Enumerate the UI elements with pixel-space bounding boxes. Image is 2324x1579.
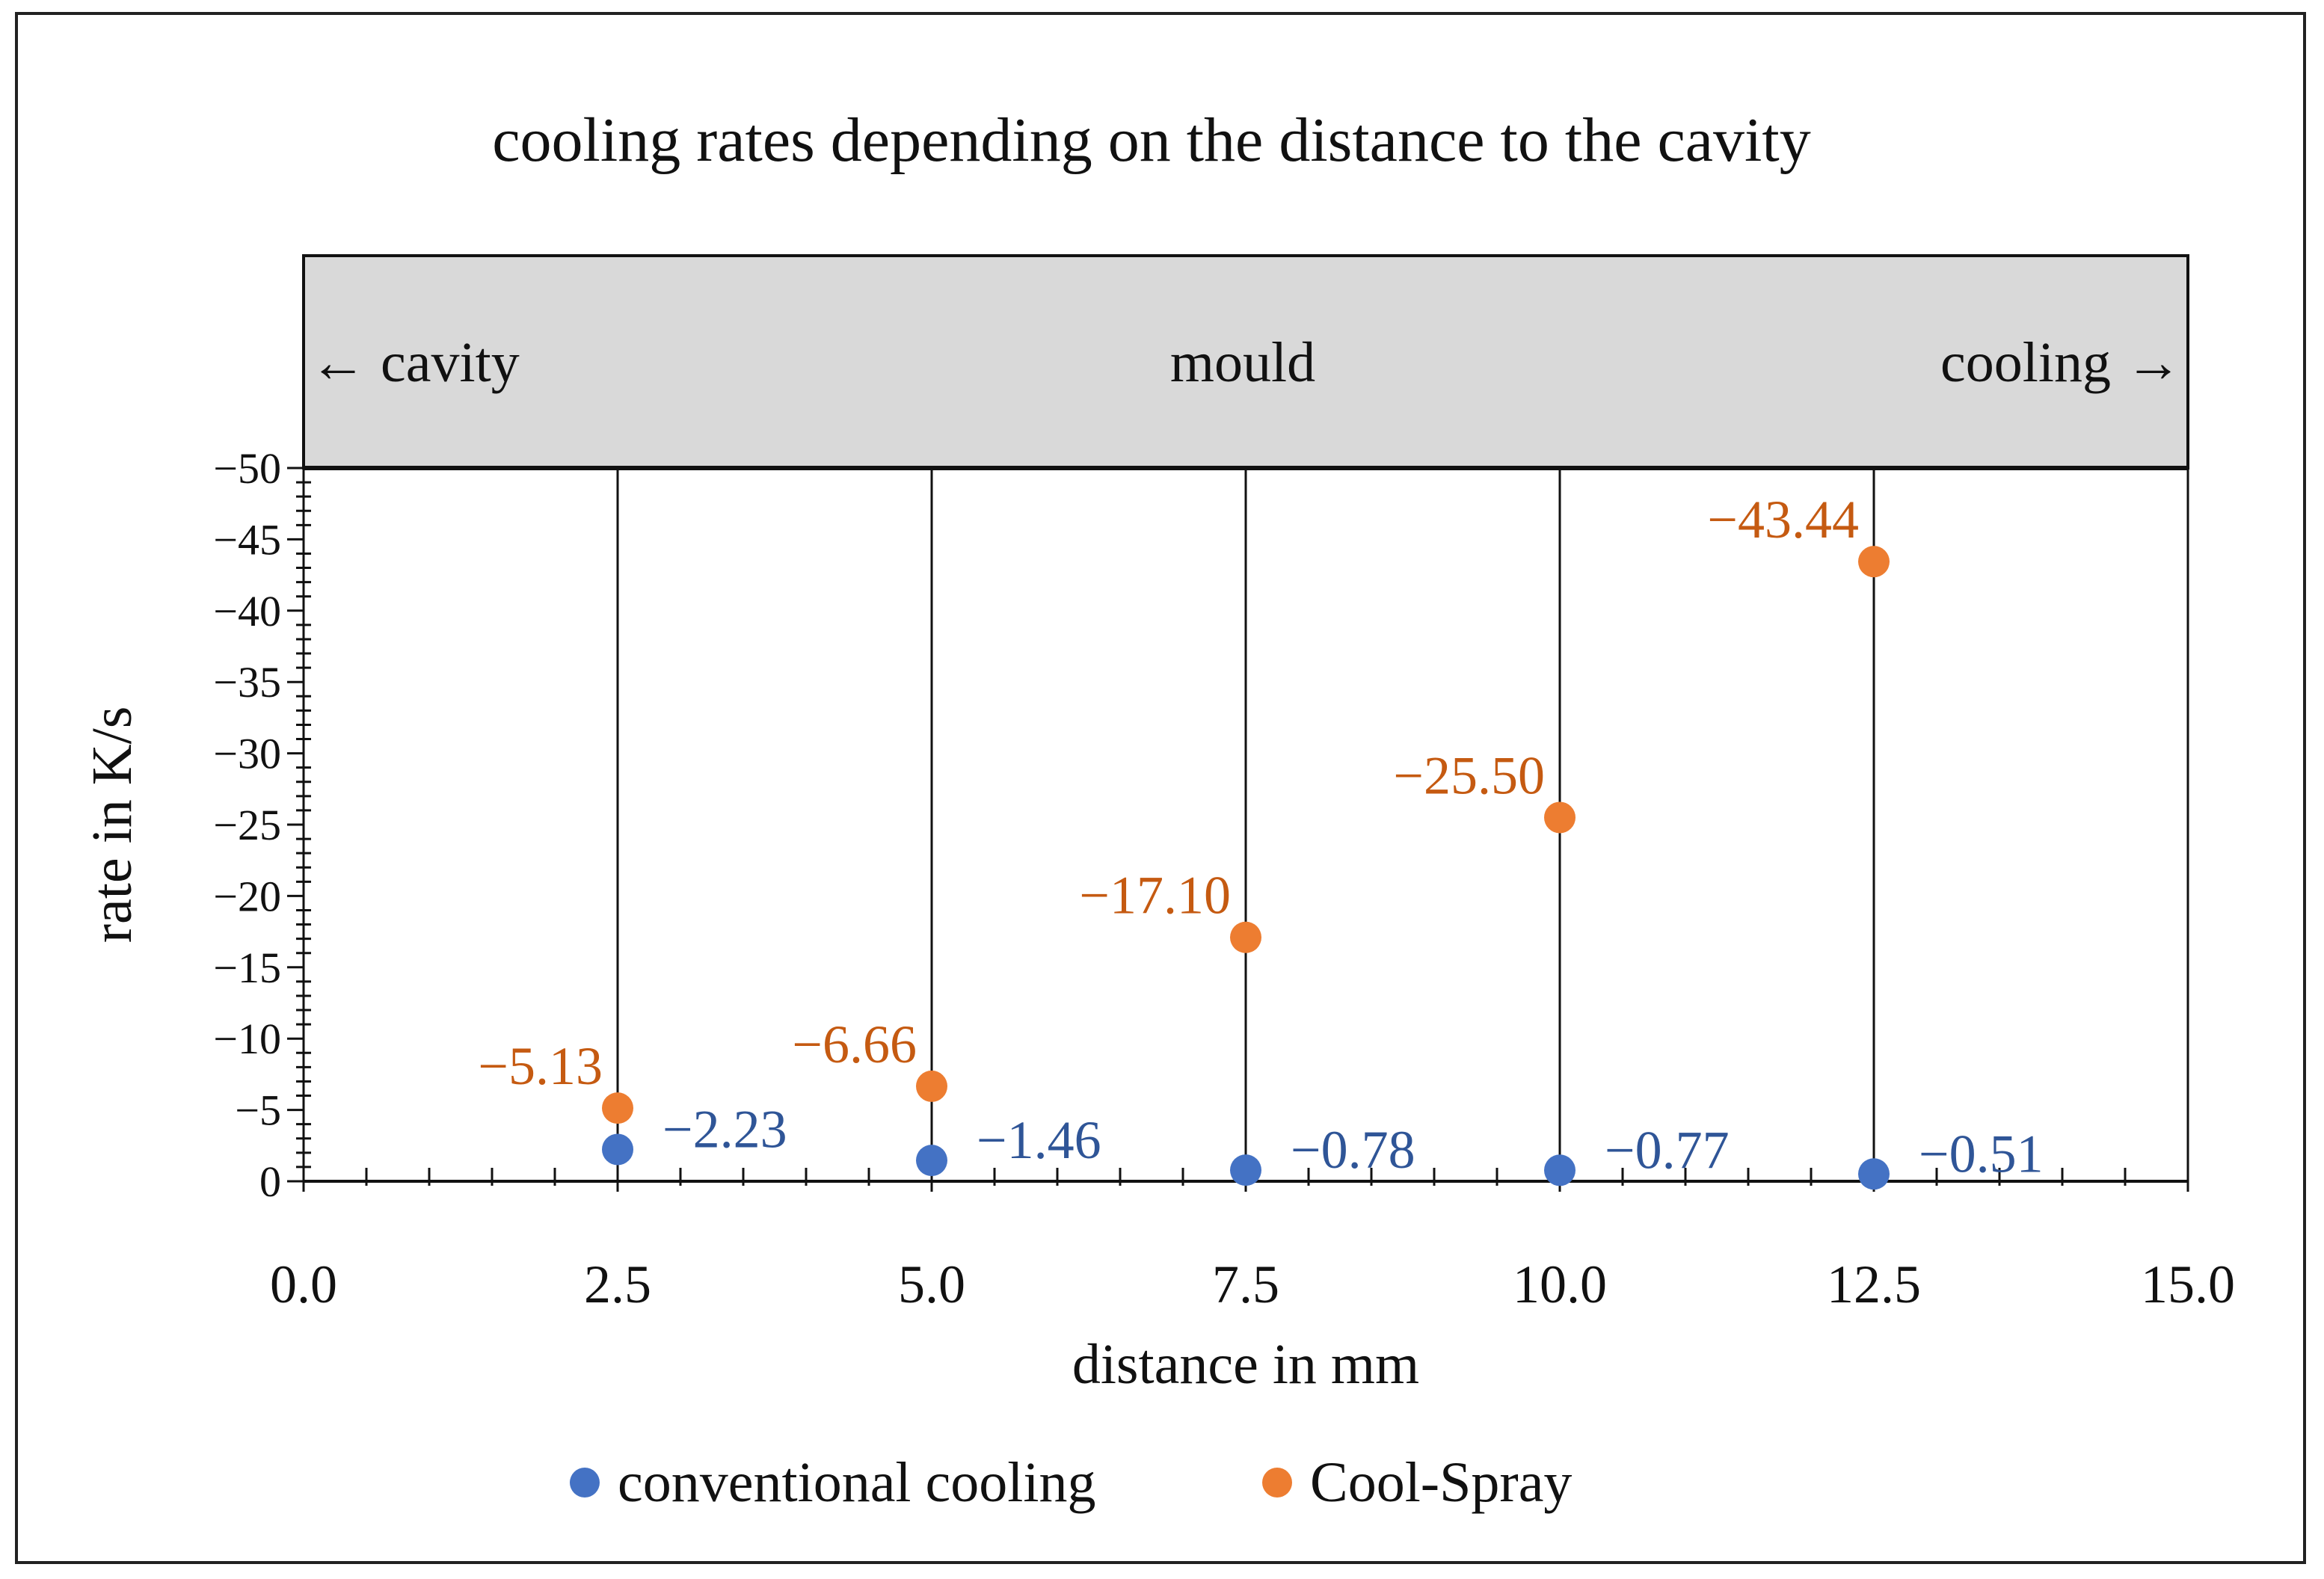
conventional-cooling-point-0 xyxy=(602,1133,633,1166)
x-tick-label: 0.0 xyxy=(270,1255,337,1314)
conventional-cooling-point-3 xyxy=(1544,1154,1576,1186)
y-tick-label: −10 xyxy=(213,1015,281,1063)
conventional-cooling-label-4: −0.51 xyxy=(1919,1124,2044,1184)
y-tick-label: 0 xyxy=(259,1157,281,1206)
x-tick-label: 10.0 xyxy=(1513,1255,1607,1314)
y-tick-label: −45 xyxy=(213,515,281,564)
cool-spray-label-0: −5.13 xyxy=(478,1036,603,1096)
y-axis: 0 −5 −10 −15 −20 −25 −30 −35 −40 −45 −50 xyxy=(213,444,311,1206)
conventional-cooling-label-2: −0.78 xyxy=(1291,1120,1415,1180)
cool-spray-point-3 xyxy=(1544,801,1576,834)
y-tick-label: −5 xyxy=(235,1086,281,1135)
mould-band xyxy=(302,254,2189,470)
chart-title: cooling rates depending on the distance … xyxy=(492,105,1810,175)
x-tick-label: 12.5 xyxy=(1827,1255,1921,1314)
x-tick-label: 5.0 xyxy=(898,1255,965,1314)
conventional-cooling-label-1: −1.46 xyxy=(977,1110,1101,1170)
conventional-cooling-label-3: −0.77 xyxy=(1605,1120,1730,1180)
cool-spray-label-2: −17.10 xyxy=(1079,866,1231,926)
x-tick-label: 15.0 xyxy=(2141,1255,2235,1314)
legend-marker-conventional-cooling xyxy=(570,1468,600,1498)
cool-spray-label-4: −43.44 xyxy=(1707,490,1859,550)
data-labels: −2.23 −1.46 −0.78 −0.77 −0.51 −5.13 −6.66 −17.1… xyxy=(478,490,2043,1184)
cool-spray-label-3: −25.50 xyxy=(1393,745,1545,805)
legend-label-cool-spray: Cool-Spray xyxy=(1310,1451,1572,1514)
conventional-cooling-point-1 xyxy=(916,1145,947,1177)
y-tick-label: −25 xyxy=(213,801,281,849)
cool-spray-point-0 xyxy=(602,1092,633,1124)
cool-spray-point-2 xyxy=(1230,921,1261,953)
y-tick-label: −40 xyxy=(213,587,281,635)
x-axis-label: distance in mm xyxy=(1072,1333,1419,1396)
cool-spray-point-1 xyxy=(916,1070,947,1102)
cool-spray-label-1: −6.66 xyxy=(792,1015,917,1074)
y-tick-label: −20 xyxy=(213,872,281,920)
legend: conventional cooling Cool-Spray xyxy=(570,1451,1572,1514)
conventional-cooling-point-2 xyxy=(1230,1154,1261,1186)
band-label-mould: mould xyxy=(1170,331,1315,394)
conventional-cooling-label-0: −2.23 xyxy=(663,1099,787,1159)
band-label-cooling: cooling → xyxy=(1940,331,2182,394)
band-label-cavity: ← cavity xyxy=(310,331,520,394)
x-tick-label: 7.5 xyxy=(1212,1255,1279,1314)
data-points xyxy=(602,546,1890,1190)
y-tick-label: −50 xyxy=(213,444,281,493)
y-tick-label: −35 xyxy=(213,658,281,707)
legend-label-conventional-cooling: conventional cooling xyxy=(618,1451,1096,1514)
legend-marker-cool-spray xyxy=(1262,1468,1292,1498)
y-tick-label: −15 xyxy=(213,944,281,992)
x-tick-label: 2.5 xyxy=(584,1255,651,1314)
y-tick-label: −30 xyxy=(213,730,281,778)
y-axis-label: rate in K/s xyxy=(81,707,144,944)
cool-spray-point-4 xyxy=(1858,546,1890,578)
conventional-cooling-point-4 xyxy=(1858,1158,1890,1190)
x-axis: 0.0 2.5 5.0 7.5 10.0 12.5 15.0 xyxy=(270,1168,2235,1314)
